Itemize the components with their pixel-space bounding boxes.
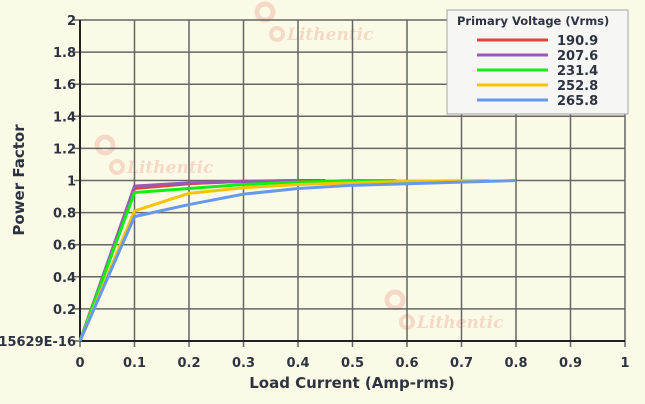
watermark-logo: Lithentic (94, 134, 214, 178)
legend-label: 252.8 (557, 79, 598, 94)
x-tick-label: 0.5 (341, 356, 364, 371)
legend: Primary Voltage (Vrms) 190.9207.6231.425… (446, 9, 629, 115)
y-tick-label: 0.8 (53, 207, 76, 222)
y-tick-label: 0.2 (53, 303, 76, 318)
series-lines (78, 179, 517, 342)
x-tick-label: 0.3 (232, 356, 255, 371)
x-tick-label: 0.4 (286, 356, 309, 371)
watermark-logo: Lithentic (254, 1, 374, 45)
x-tick-label: 0.8 (504, 356, 527, 371)
x-tick-label: 1 (620, 356, 629, 371)
y-tick-label: 1.4 (53, 110, 76, 125)
y-tick-label: 0.4 (53, 271, 76, 286)
watermark-text: Lithentic (416, 313, 504, 333)
legend-label: 231.4 (557, 64, 598, 79)
y-tick-label: 0.6 (53, 239, 76, 254)
x-tick-labels: 0 0.1 0.2 0.3 0.4 0.5 0.6 0.7 0.8 0.9 1 (75, 356, 629, 371)
legend-label: 265.8 (557, 94, 598, 109)
watermark-logo: Lithentic (384, 289, 504, 333)
y-axis-title: Power Factor (10, 124, 28, 236)
x-tick-label: 0 (75, 356, 84, 371)
series-line-231.4 (78, 179, 397, 342)
watermarks: Lithentic Lithentic Lithentic (94, 1, 504, 333)
x-tick-label: 0.1 (123, 356, 146, 371)
y-tick-label: 1.8 (53, 46, 76, 61)
y-tick-labels: 15629E-16 0.2 0.4 0.6 0.8 1 1.2 1.4 1.6 1.8 2 (0, 14, 76, 350)
grid (74, 19, 626, 347)
x-tick-label: 0.9 (559, 356, 582, 371)
legend-label: 190.9 (557, 34, 598, 49)
x-tick-label: 0.2 (177, 356, 200, 371)
series-line-265.8 (78, 179, 517, 342)
legend-title: Primary Voltage (Vrms) (457, 14, 609, 28)
y-tick-label: 1.2 (53, 142, 76, 157)
y-tick-label: 1 (67, 175, 76, 190)
series-line-252.8 (78, 179, 489, 342)
y-tick-label: 2 (67, 14, 76, 29)
x-tick-label: 0.7 (450, 356, 473, 371)
watermark-text: Lithentic (286, 25, 374, 45)
y-tick-label: 1.6 (53, 78, 76, 93)
x-tick-label: 0.6 (395, 356, 418, 371)
legend-label: 207.6 (557, 49, 598, 64)
y-tick-label: 15629E-16 (0, 335, 76, 350)
legend-box (446, 9, 629, 115)
x-axis-title: Load Current (Amp-rms) (249, 374, 455, 392)
watermark-text: Lithentic (126, 158, 214, 178)
